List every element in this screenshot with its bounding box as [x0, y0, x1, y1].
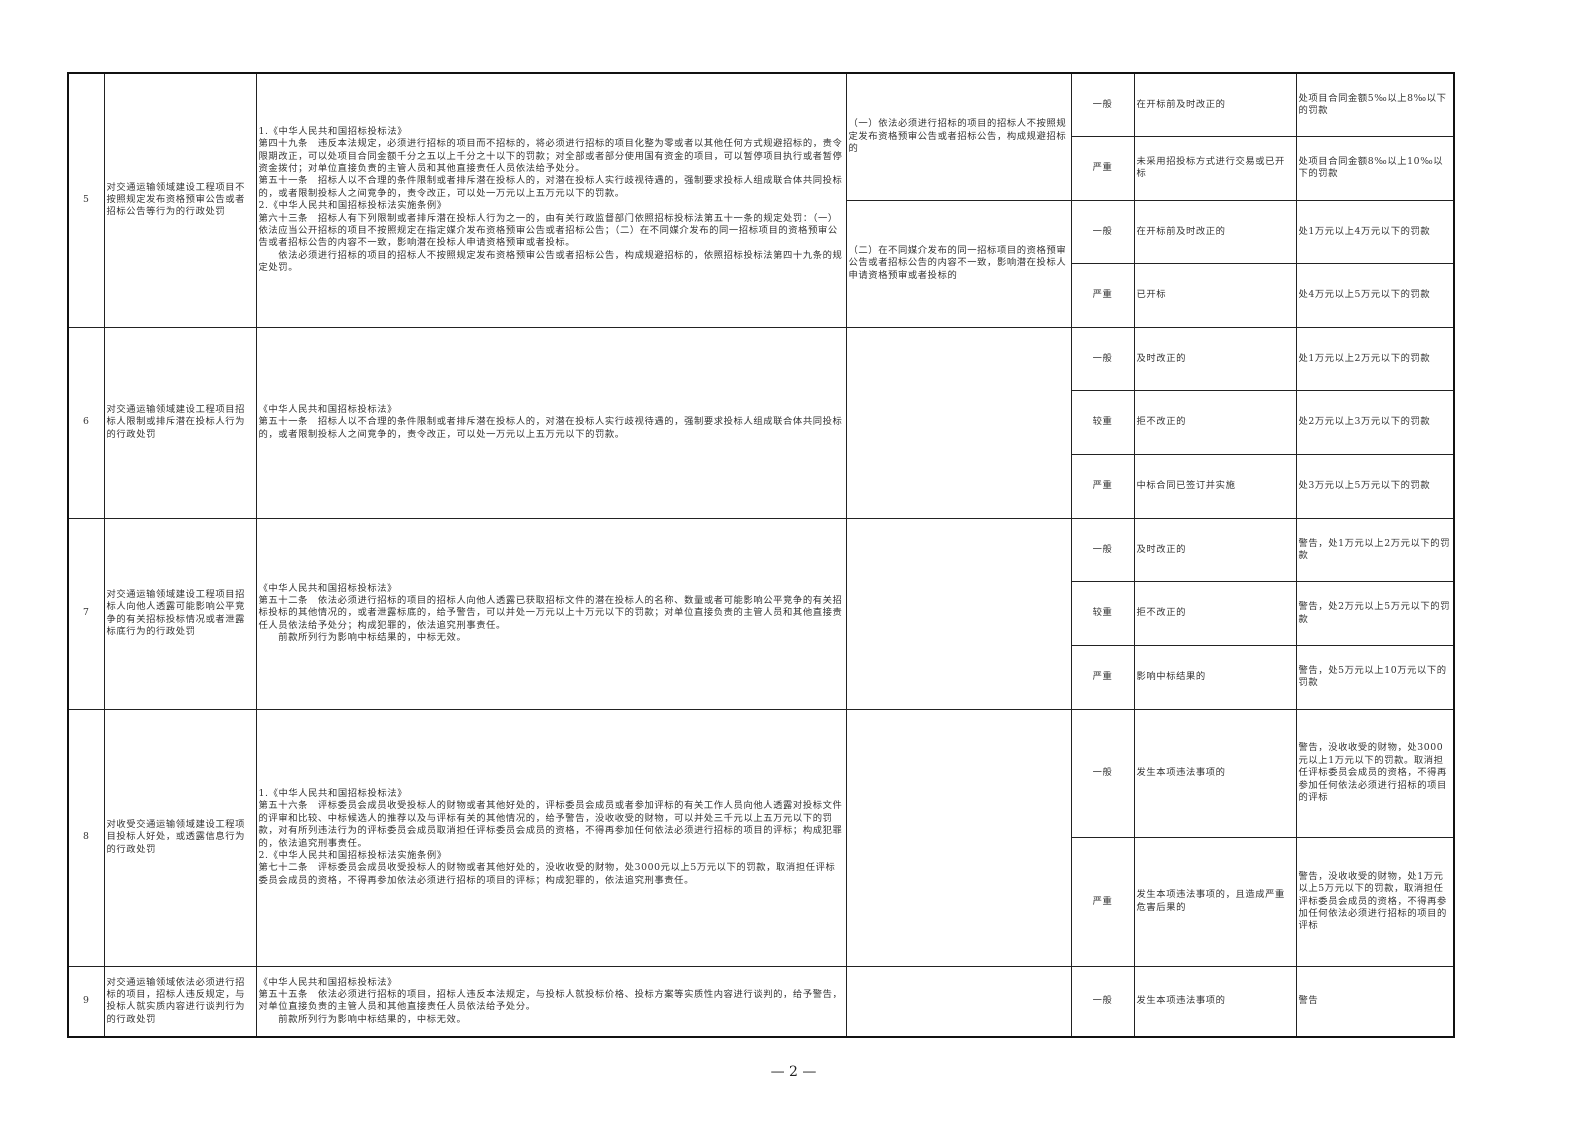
penalty-standard: 警告，没收收受的财物，处1万元以上5万元以下的罚款，取消担任评标委员会成员的资格…: [1295, 837, 1455, 967]
violation-circumstance: [845, 517, 1072, 710]
legal-basis-paragraph: 第五十二条 依法必须进行招标的项目的招标人向他人透露已获取招标文件的潜在投标人的…: [258, 594, 843, 631]
page-number: — 2 —: [770, 1064, 817, 1080]
penalty-standard: 警告，没收收受的财物，处3000元以上1万元以下的罚款。取消担任评标委员会成员的…: [1295, 708, 1455, 839]
legal-basis: 1.《中华人民共和国招标投标法》 第四十九条 违反本法规定，必须进行招标的项目而不…: [255, 72, 847, 328]
legal-basis-paragraph: 第六十三条 招标人有下列限制或者排斥潜在投标人行为之一的，由有关行政监督部门依照…: [258, 212, 838, 249]
table-row: 5 对交通运输领域建设工程项目不按照规定发布资格预审公告或者招标公告等行为的行政处…: [67, 72, 1455, 328]
row-number: 6: [67, 326, 105, 519]
penalty-discretion-table: 5 对交通运输领域建设工程项目不按照规定发布资格预审公告或者招标公告等行为的行政处…: [67, 72, 1455, 1039]
legal-basis-paragraph: 第五十六条 评标委员会成员收受投标人的财物或者其他好处的，评标委员会成员或者参加…: [258, 800, 843, 849]
penalty-standard: 警告: [1295, 965, 1455, 1038]
severity-level: 一般: [1070, 326, 1135, 392]
legal-basis-paragraph: 前款所列行为影响中标结果的，中标无效。: [258, 1013, 467, 1025]
applicable-situation: 影响中标结果的: [1133, 644, 1297, 710]
applicable-situation: 发生本项违法事项的: [1133, 708, 1297, 839]
legal-basis-paragraph: 1.《中华人民共和国招标投标法》: [258, 788, 408, 799]
legal-basis: 《中华人民共和国招标投标法》 第五十五条 依法必须进行招标的项目，招标人违反本法规…: [255, 965, 847, 1038]
applicable-situation: 未采用招投标方式进行交易或已开标: [1133, 136, 1297, 201]
legal-basis-paragraph: 1.《中华人民共和国招标投标法》: [258, 125, 408, 137]
applicable-situation: 发生本项违法事项的: [1133, 965, 1297, 1038]
penalty-item: 对交通运输领域建设工程项目不按照规定发布资格预审公告或者招标公告等行为的行政处罚: [103, 72, 257, 328]
severity-level: 严重: [1070, 263, 1135, 328]
legal-basis: 《中华人民共和国招标投标法》 第五十二条 依法必须进行招标的项目的招标人向他人透露…: [255, 517, 847, 710]
severity-level: 一般: [1070, 199, 1135, 264]
violation-circumstance: [845, 965, 1072, 1038]
legal-basis-paragraph: 2.《中华人民共和国招标投标法实施条例》: [258, 200, 447, 212]
penalty-standard: 处4万元以上5万元以下的罚款: [1295, 263, 1455, 328]
severity-level: 严重: [1070, 453, 1135, 519]
row-number: 5: [67, 72, 105, 328]
penalty-standard: 处1万元以上4万元以下的罚款: [1295, 199, 1455, 264]
legal-basis-paragraph: 第四十九条 违反本法规定，必须进行招标的项目而不招标的，将必须进行招标的项目化整…: [258, 138, 843, 175]
table-body: 5 对交通运输领域建设工程项目不按照规定发布资格预审公告或者招标公告等行为的行政处…: [67, 72, 1455, 1038]
severity-level: 严重: [1070, 644, 1135, 710]
legal-basis-paragraph: 第五十一条 招标人以不合理的条件限制或者排斥潜在投标人的，对潜在投标人实行歧视待…: [258, 416, 843, 440]
legal-basis-paragraph: 《中华人民共和国招标投标法》: [258, 582, 398, 594]
applicable-situation: 已开标: [1133, 263, 1297, 328]
table-row: 较重 拒不改正的 警告，处2万元以上5万元以下的罚款: [68, 581, 1455, 646]
severity-level: 严重: [1070, 136, 1135, 201]
table-row: 9 对交通运输领域依法必须进行招标的项目，招标人违反规定，与投标人就实质内容进行谈…: [67, 965, 1455, 1038]
penalty-standard: 处项目合同金额8‰以上10‰以下的罚款: [1295, 136, 1455, 201]
legal-basis-paragraph: 第五十五条 依法必须进行招标的项目，招标人违反本法规定，与投标人就投标价格、投标…: [258, 988, 843, 1013]
severity-level: 一般: [1070, 965, 1135, 1038]
severity-level: 严重: [1070, 837, 1135, 967]
penalty-standard: 处3万元以上5万元以下的罚款: [1295, 453, 1455, 519]
table-row: 严重 中标合同已签订并实施 处3万元以上5万元以下的罚款: [68, 453, 1455, 519]
legal-basis-paragraph: 依法必须进行招标的项目的招标人不按照规定发布资格预审公告或者招标公告，构成规避招…: [258, 249, 843, 274]
legal-basis: 1.《中华人民共和国招标投标法》 第五十六条 评标委员会成员收受投标人的财物或者其…: [255, 708, 847, 967]
row-number: 8: [67, 708, 105, 967]
legal-basis-paragraph: 《中华人民共和国招标投标法》: [258, 976, 398, 988]
severity-level: 一般: [1070, 708, 1135, 839]
applicable-situation: 拒不改正的: [1133, 390, 1297, 455]
violation-circumstance: （二）在不同媒介发布的同一招标项目的资格预审公告或者招标公告的内容不一致，影响潜…: [845, 199, 1072, 328]
penalty-item: 对收受交通运输领域建设工程项目投标人好处，或透露信息行为的行政处罚: [103, 708, 257, 967]
table-row: 严重 发生本项违法事项的，且造成严重危害后果的 警告，没收收受的财物，处1万元以上5…: [68, 837, 1455, 967]
table-row: 严重 未采用招投标方式进行交易或已开标 处项目合同金额8‰以上10‰以下的罚款: [68, 136, 1455, 201]
applicable-situation: 在开标前及时改正的: [1133, 199, 1297, 264]
penalty-standard: 处1万元以上2万元以下的罚款: [1295, 326, 1455, 392]
table-row: 6 对交通运输领域建设工程项目招标人限制或排斥潜在投标人行为的行政处罚 《中华人民共…: [67, 326, 1455, 519]
table-row: 严重 影响中标结果的 警告，处5万元以上10万元以下的罚款: [68, 644, 1455, 710]
legal-basis-paragraph: 2.《中华人民共和国招标投标法实施条例》: [258, 850, 447, 862]
penalty-item: 对交通运输领域建设工程项目招标人限制或排斥潜在投标人行为的行政处罚: [103, 326, 257, 519]
violation-circumstance: [845, 708, 1072, 967]
applicable-situation: 发生本项违法事项的，且造成严重危害后果的: [1133, 837, 1297, 967]
table-row: 严重 已开标 处4万元以上5万元以下的罚款: [68, 263, 1455, 328]
legal-basis: 《中华人民共和国招标投标法》 第五十一条 招标人以不合理的条件限制或者排斥潜在投标…: [255, 326, 847, 519]
severity-level: 一般: [1070, 517, 1135, 583]
legal-basis-paragraph: 第五十一条 招标人以不合理的条件限制或者排斥潜在投标人的，对潜在投标人实行歧视待…: [258, 175, 843, 199]
penalty-standard: 警告，处5万元以上10万元以下的罚款: [1295, 644, 1455, 710]
applicable-situation: 在开标前及时改正的: [1133, 72, 1297, 137]
applicable-situation: 中标合同已签订并实施: [1133, 453, 1297, 519]
violation-circumstance: [845, 326, 1072, 519]
applicable-situation: 拒不改正的: [1133, 581, 1297, 646]
legal-basis-paragraph: 《中华人民共和国招标投标法》: [258, 403, 398, 415]
penalty-item: 对交通运输领域依法必须进行招标的项目，招标人违反规定，与投标人就实质内容进行谈判…: [103, 965, 257, 1038]
table-row: （二）在不同媒介发布的同一招标项目的资格预审公告或者招标公告的内容不一致，影响潜…: [68, 199, 1455, 328]
legal-basis-paragraph: 第七十二条 评标委员会成员收受投标人的财物或者其他好处的，没收收受的财物，处30…: [258, 862, 836, 886]
table-row: 较重 拒不改正的 处2万元以上3万元以下的罚款: [68, 390, 1455, 455]
applicable-situation: 及时改正的: [1133, 517, 1297, 583]
penalty-standard: 警告，处2万元以上5万元以下的罚款: [1295, 581, 1455, 646]
severity-level: 一般: [1070, 72, 1135, 137]
legal-basis-paragraph: 前款所列行为影响中标结果的，中标无效。: [258, 632, 467, 644]
violation-circumstance: （一）依法必须进行招标的项目的招标人不按照规定发布资格预审公告或者招标公告，构成…: [845, 72, 1072, 201]
row-number: 9: [67, 965, 105, 1038]
table-row: 8 对收受交通运输领域建设工程项目投标人好处，或透露信息行为的行政处罚 1.《中华人…: [67, 708, 1455, 967]
penalty-standard: 处2万元以上3万元以下的罚款: [1295, 390, 1455, 455]
severity-level: 较重: [1070, 581, 1135, 646]
severity-level: 较重: [1070, 390, 1135, 455]
applicable-situation: 及时改正的: [1133, 326, 1297, 392]
penalty-standard: 处项目合同金额5‰以上8‰以下的罚款: [1295, 72, 1455, 137]
row-number: 7: [67, 517, 105, 710]
penalty-item: 对交通运输领域建设工程项目招标人向他人透露可能影响公平竞争的有关招标投标情况或者…: [103, 517, 257, 710]
penalty-standard: 警告，处1万元以上2万元以下的罚款: [1295, 517, 1455, 583]
table-row: 7 对交通运输领域建设工程项目招标人向他人透露可能影响公平竞争的有关招标投标情况或…: [67, 517, 1455, 710]
